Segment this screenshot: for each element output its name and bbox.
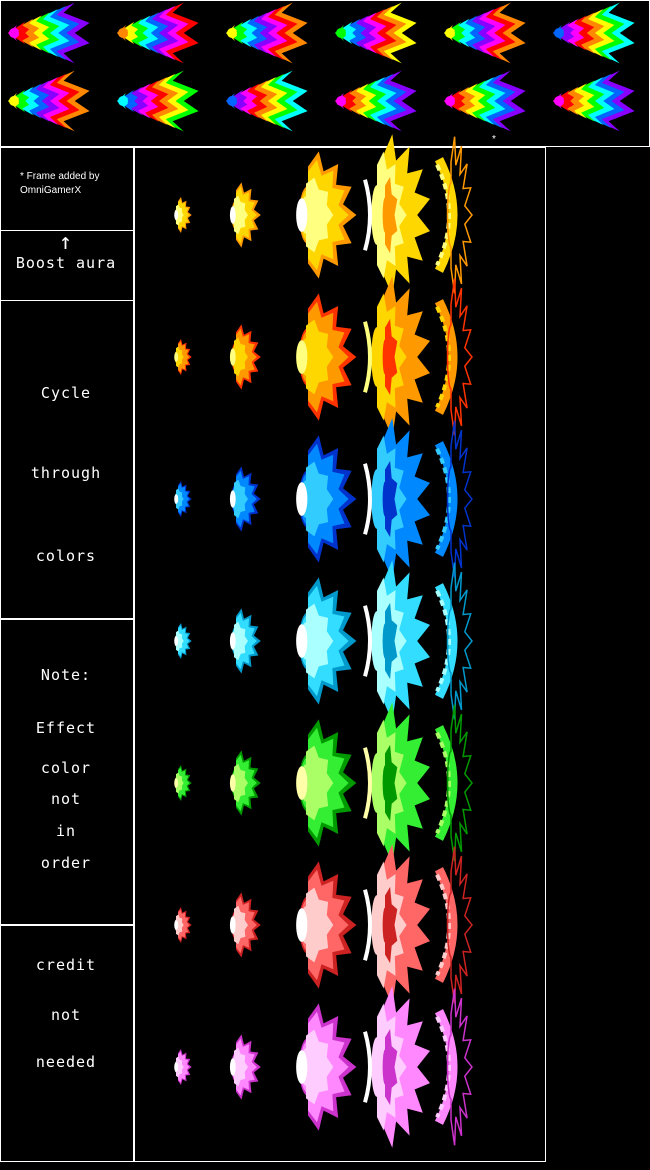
aura-frame	[174, 907, 192, 943]
effect-label: Effect	[35, 719, 97, 737]
author-text: OmniGamerX	[20, 185, 82, 196]
aura-frame	[434, 562, 473, 720]
aura-frame	[296, 577, 357, 705]
in-label: in	[55, 822, 77, 840]
aura-frame	[434, 704, 473, 862]
cycle-box	[0, 300, 135, 620]
aura-frame	[434, 136, 473, 294]
header-asterisk: *	[492, 134, 496, 145]
aura-frame	[229, 324, 261, 390]
aura-frame	[296, 861, 357, 989]
colors-label: colors	[35, 547, 97, 565]
cycle-label: Cycle	[40, 384, 92, 402]
rainbow-sprite	[553, 2, 635, 64]
aura-frame	[296, 435, 357, 563]
rainbow-sprite	[226, 70, 308, 132]
rainbow-sprite	[117, 2, 199, 64]
aura-frame	[174, 339, 192, 375]
aura-frame	[434, 846, 473, 1004]
rainbow-sprite	[8, 70, 90, 132]
aura-frame	[174, 197, 192, 233]
aura-frame	[296, 719, 357, 847]
aura-sprite-panel	[133, 147, 546, 1162]
note-box	[0, 618, 135, 926]
header-sprites	[8, 2, 635, 132]
up-arrow-icon: ↑	[58, 230, 74, 255]
credit-box	[0, 924, 135, 1162]
rainbow-sprite	[226, 2, 308, 64]
aura-frame	[229, 750, 261, 816]
aura-frame	[174, 1049, 192, 1085]
credit-label: credit	[35, 956, 97, 974]
aura-frame	[174, 765, 192, 801]
aura-frame	[363, 702, 430, 864]
aura-frame	[434, 988, 473, 1146]
rainbow-sprite	[8, 2, 90, 64]
aura-frame	[434, 420, 473, 578]
aura-frame	[296, 151, 357, 279]
aura-frame	[363, 134, 430, 296]
order-label: order	[40, 854, 92, 872]
aura-frame	[363, 276, 430, 438]
not-needed-label-1: not	[50, 1006, 82, 1024]
aura-frame	[363, 844, 430, 1006]
rainbow-sprite	[335, 70, 417, 132]
aura-frame	[229, 1034, 261, 1100]
aura-frame	[434, 278, 473, 436]
aura-frame	[363, 560, 430, 722]
rainbow-sprite	[117, 70, 199, 132]
note-label: Note:	[40, 666, 92, 684]
rainbow-sprite	[553, 70, 635, 132]
aura-frame	[363, 418, 430, 580]
through-label: through	[30, 464, 102, 482]
rainbow-sprite	[444, 70, 526, 132]
aura-frame	[363, 986, 430, 1148]
aura-frame	[174, 481, 192, 517]
aura-frame	[229, 182, 261, 248]
not-label: not	[50, 790, 82, 808]
aura-frame	[174, 623, 192, 659]
aura-frame	[229, 608, 261, 674]
aura-frame	[296, 293, 357, 421]
aura-frame	[296, 1003, 357, 1131]
rainbow-sprite	[335, 2, 417, 64]
frame-added-text: * Frame added by	[20, 171, 100, 182]
aura-frame	[229, 892, 261, 958]
needed-label: needed	[35, 1053, 97, 1071]
aura-frame	[229, 466, 261, 532]
color-label: color	[40, 759, 92, 777]
rainbow-sprite	[444, 2, 526, 64]
boost-aura-label: Boost aura	[15, 254, 117, 272]
